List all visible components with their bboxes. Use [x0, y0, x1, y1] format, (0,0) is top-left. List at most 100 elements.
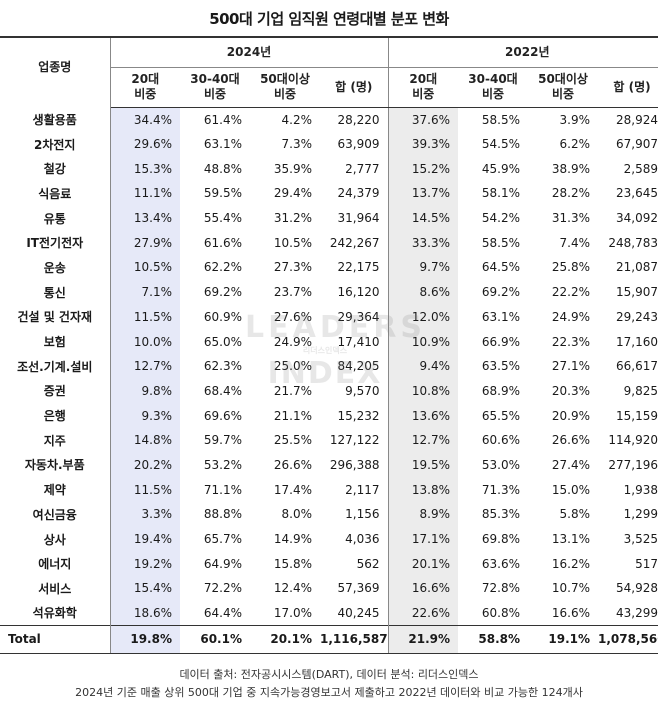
industry-name: 생활용품 [0, 107, 111, 132]
table-row: 건설 및 건자재 11.5% 60.9% 27.6% 29,364 12.0% 63.1% 2… [0, 304, 658, 330]
table-row: 생활용품 34.4% 61.4% 4.2% 28,220 37.6% 58.5% 3.9% 28… [0, 107, 658, 132]
table-cell: 20.9% [551, 408, 591, 423]
table-cell: 3.3% [110, 502, 180, 527]
table-cell: 127,122 [320, 427, 389, 453]
table-cell: 3.9% [559, 112, 591, 127]
table-cell: 17,410 [320, 329, 389, 354]
table-cell: 15.8% [273, 556, 312, 571]
table-cell: 12.7% [388, 427, 459, 453]
total-cell: 58.8% [458, 624, 529, 654]
table-cell: 7.3% [281, 137, 313, 152]
table-cell: 1,156 [320, 502, 389, 527]
table-cell: 63.5% [481, 359, 521, 374]
table-cell: 15.2% [388, 156, 459, 182]
table-cell: 22.2% [551, 285, 591, 300]
industry-name: 석유화학 [0, 600, 111, 626]
table-cell: 20.2% [110, 452, 180, 478]
table-cell: 63,909 [320, 131, 389, 157]
industry-name: 식음료 [0, 181, 111, 206]
table-cell: 9.8% [110, 378, 180, 404]
table-cell: 63.6% [481, 556, 521, 571]
table-cell: 65.5% [481, 408, 521, 423]
table-cell: 13.4% [110, 205, 180, 231]
table-cell: 5.8% [559, 507, 591, 522]
table-cell: 68.9% [481, 383, 521, 398]
table-cell: 248,783 [608, 235, 658, 250]
table-row: 서비스 15.4% 72.2% 12.4% 57,369 16.6% 72.8% 10.7% 5… [0, 576, 658, 601]
table-cell: 28,220 [320, 107, 389, 132]
table-cell: 62.2% [203, 260, 242, 275]
table-cell: 54,928 [616, 581, 658, 596]
total-cell: 21.9% [388, 624, 459, 654]
table-row: 운송 10.5% 62.2% 27.3% 22,175 9.7% 64.5% 25.8% 21,… [0, 255, 658, 280]
table-cell: 66,617 [616, 359, 658, 374]
table-cell: 33.3% [388, 230, 459, 256]
table-cell: 24,379 [320, 181, 389, 206]
table-cell: 28.2% [551, 186, 591, 201]
industry-name: 조선.기계.설비 [0, 353, 111, 379]
table-cell: 8.6% [388, 279, 459, 305]
table-cell: 60.9% [203, 309, 242, 324]
table-cell: 29,364 [320, 304, 389, 330]
col-sum-2022: 합 (명) [598, 67, 658, 108]
industry-name: 여신금융 [0, 502, 111, 527]
table-cell: 13.8% [388, 477, 459, 502]
total-label: Total [0, 624, 111, 654]
table-cell: 296,388 [320, 452, 389, 478]
table-cell: 60.8% [481, 605, 521, 620]
table-cell: 54.2% [481, 211, 521, 226]
table-cell: 13.7% [388, 181, 459, 206]
table-cell: 26.6% [551, 433, 591, 448]
industry-name: 통신 [0, 279, 111, 305]
table-cell: 22,175 [320, 255, 389, 280]
table-cell: 53.0% [481, 457, 521, 472]
footer-source: 데이터 출처: 전자공시시스템(DART), 데이터 분석: 리더스인덱스 [179, 668, 479, 681]
table-cell: 67,907 [616, 137, 658, 152]
table-cell: 29.4% [273, 186, 312, 201]
table-row: 자동차.부품 20.2% 53.2% 26.6% 296,388 19.5% 53.0% 27… [0, 452, 658, 478]
table-cell: 25.8% [551, 260, 591, 275]
total-cell: 1,078,560 [598, 624, 658, 654]
table-cell: 17.0% [273, 605, 312, 620]
table-cell: 10.9% [388, 329, 459, 354]
table-row: 통신 7.1% 69.2% 23.7% 16,120 8.6% 69.2% 22.2% 15,9… [0, 279, 658, 305]
col-sum-2024: 합 (명) [320, 67, 389, 108]
table-cell: 15,907 [616, 285, 658, 300]
table-cell: 45.9% [481, 161, 521, 176]
table-cell: 40,245 [320, 600, 389, 626]
total-cell: 20.1% [250, 624, 320, 654]
table-cell: 9.4% [388, 353, 459, 379]
table-cell: 2,117 [320, 477, 389, 502]
table-cell: 39.3% [388, 131, 459, 157]
table-cell: 62.3% [203, 359, 242, 374]
industry-name: 2차전지 [0, 131, 111, 157]
table-cell: 61.6% [203, 235, 242, 250]
table-cell: 63.1% [481, 309, 521, 324]
table-cell: 48.8% [203, 161, 242, 176]
table-cell: 85.3% [481, 507, 521, 522]
table-cell: 114,920 [608, 433, 658, 448]
table-row: 유통 13.4% 55.4% 31.2% 31,964 14.5% 54.2% 31.3% 34… [0, 205, 658, 231]
table-cell: 65.7% [203, 532, 242, 547]
table-row: 2차전지 29.6% 63.1% 7.3% 63,909 39.3% 54.5% 6.2% 67… [0, 131, 658, 157]
col-20s-2024: 20대 비중 [110, 67, 180, 108]
table-cell: 11.5% [110, 477, 180, 502]
table-row: 은행 9.3% 69.6% 21.1% 15,232 13.6% 65.5% 20.9% 15,… [0, 403, 658, 428]
table-cell: 59.5% [203, 186, 242, 201]
table-cell: 20.3% [551, 383, 591, 398]
table-cell: 15,159 [616, 408, 658, 423]
table-cell: 69.8% [481, 532, 521, 547]
table-cell: 72.2% [203, 581, 242, 596]
table-cell: 66.9% [481, 334, 521, 349]
total-cell: 19.1% [528, 624, 599, 654]
industry-name: 은행 [0, 403, 111, 428]
table-cell: 31.2% [273, 211, 312, 226]
table-cell: 71.3% [481, 482, 521, 497]
col-50plus-2024: 50대이상 비중 [250, 67, 320, 108]
table-row: 석유화학 18.6% 64.4% 17.0% 40,245 22.6% 60.8% 16.6%… [0, 600, 658, 626]
page-title: 500대 기업 임직원 연령대별 분포 변화 [209, 10, 449, 28]
table-row: 증권 9.8% 68.4% 21.7% 9,570 10.8% 68.9% 20.3% 9,82… [0, 378, 658, 404]
table-row: 보험 10.0% 65.0% 24.9% 17,410 10.9% 66.9% 22.3% 17… [0, 329, 658, 354]
table-cell: 22.6% [388, 600, 459, 626]
table-cell: 15.3% [110, 156, 180, 182]
